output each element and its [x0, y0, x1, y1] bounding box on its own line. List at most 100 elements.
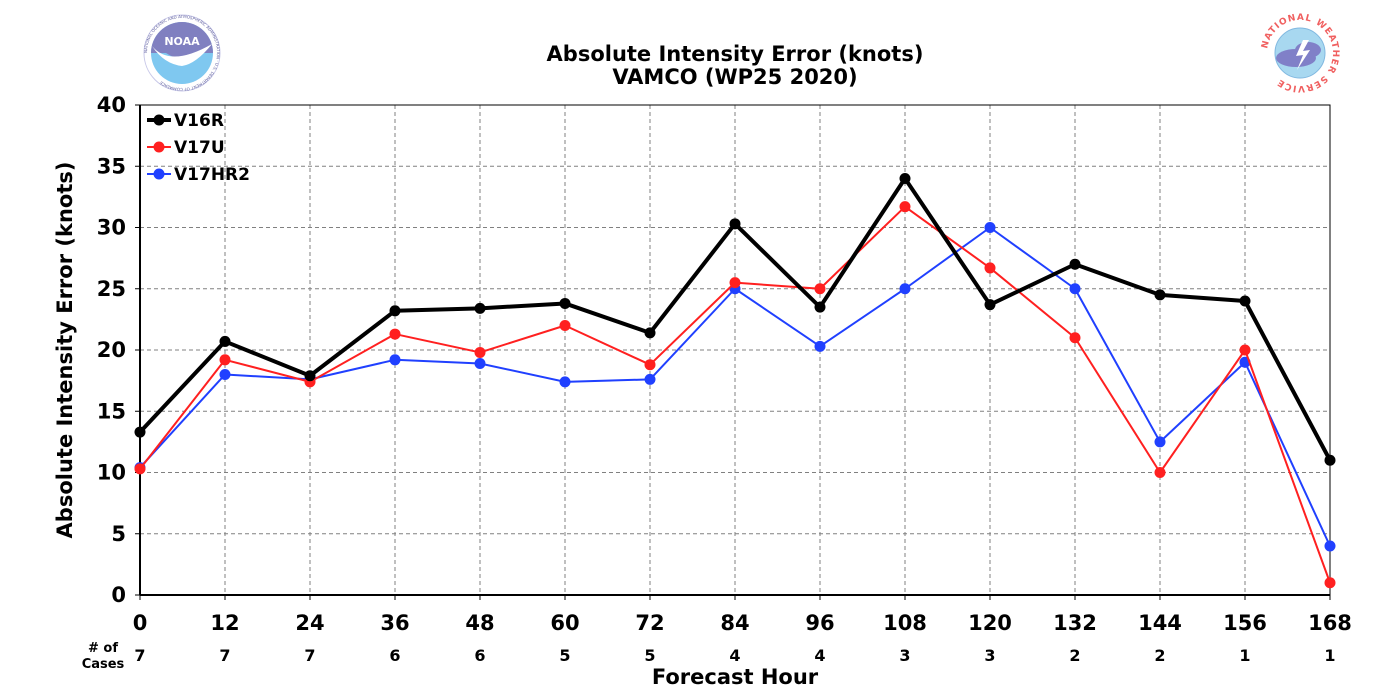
- case-count: 1: [1324, 646, 1335, 665]
- legend-marker: [153, 168, 165, 180]
- data-point-v17u: [899, 201, 911, 213]
- legend-label: V17HR2: [174, 165, 250, 185]
- case-count: 4: [729, 646, 740, 665]
- legend-marker: [153, 114, 165, 126]
- data-point-v17hr2: [474, 357, 486, 369]
- x-tick-label: 156: [1223, 611, 1267, 635]
- cases-header: # of Cases: [82, 641, 125, 672]
- case-count: 1: [1239, 646, 1250, 665]
- data-point-v16r: [1239, 295, 1251, 307]
- data-point-v17hr2: [1154, 436, 1166, 448]
- case-count: 7: [304, 646, 315, 665]
- x-tick-label: 60: [550, 611, 579, 635]
- y-tick-label: 15: [97, 399, 126, 423]
- data-point-v16r: [219, 335, 231, 347]
- y-axis-label: Absolute Intensity Error (knots): [53, 162, 77, 539]
- case-count: 2: [1154, 646, 1165, 665]
- data-point-v16r: [134, 426, 146, 438]
- legend-marker: [153, 141, 165, 153]
- case-count: 5: [559, 646, 570, 665]
- data-point-v16r: [899, 173, 911, 184]
- x-tick-label: 84: [720, 611, 749, 635]
- data-point-v17u: [1324, 577, 1336, 589]
- case-count: 7: [134, 646, 145, 665]
- data-point-v17hr2: [1324, 540, 1336, 552]
- y-tick-label: 5: [111, 522, 126, 546]
- data-point-v16r: [644, 327, 656, 339]
- x-tick-label: 96: [805, 611, 834, 635]
- data-point-v17u: [814, 283, 826, 295]
- data-point-v17u: [729, 277, 741, 289]
- x-tick-label: 72: [635, 611, 664, 635]
- case-count: 3: [899, 646, 910, 665]
- data-point-v17hr2: [644, 373, 656, 385]
- legend-label: V17U: [174, 138, 225, 158]
- legend-label: V16R: [174, 111, 224, 131]
- data-point-v17u: [644, 359, 656, 371]
- x-axis-label: Forecast Hour: [652, 665, 819, 689]
- axes: [135, 104, 1331, 600]
- data-point-v16r: [559, 297, 571, 309]
- y-tick-label: 10: [97, 461, 126, 485]
- data-point-v17u: [1069, 332, 1081, 344]
- y-tick-label: 30: [97, 216, 126, 240]
- data-point-v16r: [474, 302, 486, 314]
- cases-row: # of Cases 7 7 7 6 6 5 5 4 4 3 3 2 2 1 1: [82, 641, 1336, 672]
- data-point-v16r: [304, 370, 316, 382]
- data-point-v17hr2: [559, 376, 571, 388]
- legend: V16R V17U V17HR2: [147, 111, 250, 185]
- data-point-v17u: [389, 328, 401, 340]
- x-tick-label: 24: [295, 611, 324, 635]
- data-point-v16r: [1324, 454, 1336, 466]
- data-point-v16r: [984, 299, 996, 311]
- y-tick-label: 0: [111, 583, 126, 607]
- nws-logo: NATIONAL WEATHER SERVICE: [1260, 13, 1339, 93]
- data-point-v17u: [1154, 467, 1166, 478]
- x-tick-label: 144: [1138, 611, 1182, 635]
- y-tick-label: 20: [97, 338, 126, 362]
- case-count: 6: [474, 646, 485, 665]
- data-point-v17u: [559, 320, 571, 331]
- case-count: 2: [1069, 646, 1080, 665]
- data-point-v16r: [389, 305, 401, 317]
- case-count: 6: [389, 646, 400, 665]
- tick-labels: 0 12 24 36 48 60 72 84 96 108 120 132 144 156 168 0 5 10 1…: [97, 93, 1352, 635]
- series-lines: [134, 173, 1336, 589]
- data-point-v17hr2: [899, 283, 911, 295]
- data-point-v17hr2: [389, 354, 401, 366]
- chart-title: Absolute Intensity Error (knots): [547, 42, 924, 66]
- noaa-logo-text: NOAA: [164, 35, 200, 48]
- data-point-v17u: [134, 463, 146, 475]
- y-tick-label: 35: [97, 154, 126, 178]
- data-point-v17hr2: [219, 369, 231, 380]
- data-point-v17hr2: [984, 222, 996, 233]
- data-point-v16r: [814, 301, 826, 313]
- data-point-v17u: [1239, 344, 1251, 356]
- y-tick-label: 40: [97, 93, 126, 117]
- data-point-v17u: [984, 262, 996, 274]
- case-count: 5: [644, 646, 655, 665]
- data-point-v17u: [219, 354, 231, 366]
- x-tick-label: 168: [1308, 611, 1352, 635]
- data-point-v16r: [729, 218, 741, 230]
- data-point-v17u: [474, 346, 486, 358]
- data-point-v16r: [1069, 258, 1081, 270]
- data-point-v17hr2: [1069, 283, 1081, 295]
- case-count: 4: [814, 646, 825, 665]
- x-tick-label: 132: [1053, 611, 1097, 635]
- grid: [140, 105, 1330, 595]
- case-count: 7: [219, 646, 230, 665]
- noaa-logo: NOAA NATIONAL OCEANIC AND ATMOSPHERIC AD…: [143, 14, 221, 92]
- case-count: 3: [984, 646, 995, 665]
- x-tick-label: 0: [133, 611, 148, 635]
- y-tick-label: 25: [97, 277, 126, 301]
- x-tick-label: 12: [210, 611, 239, 635]
- x-tick-label: 120: [968, 611, 1012, 635]
- x-tick-label: 36: [380, 611, 409, 635]
- x-tick-label: 108: [883, 611, 927, 635]
- data-point-v17hr2: [814, 340, 826, 352]
- data-point-v16r: [1154, 289, 1166, 301]
- x-tick-label: 48: [465, 611, 494, 635]
- chart-subtitle: VAMCO (WP25 2020): [612, 65, 857, 89]
